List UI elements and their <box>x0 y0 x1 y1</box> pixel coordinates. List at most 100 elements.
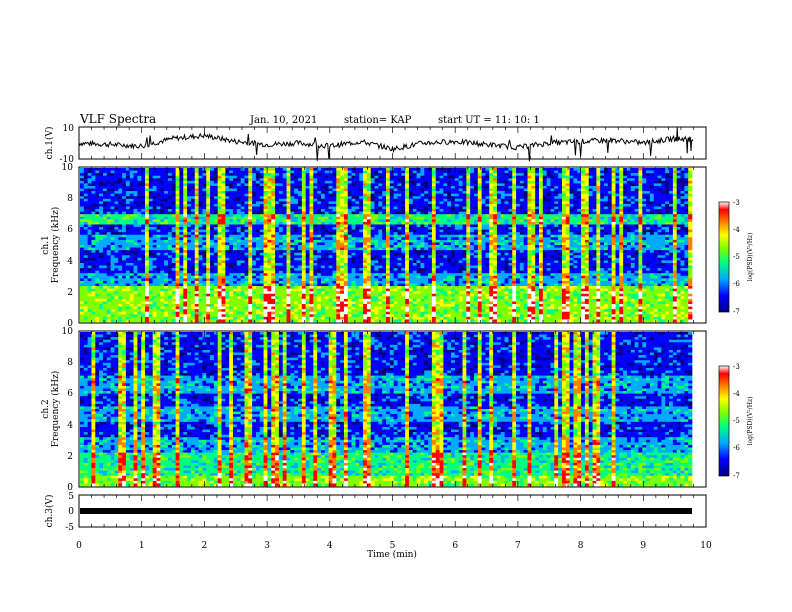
spectrogram-cell <box>172 176 176 179</box>
spectrogram-cell <box>275 168 279 171</box>
spectrogram-cell <box>673 217 677 220</box>
spectrogram-cell <box>497 194 501 197</box>
spectrogram-cell <box>646 189 650 192</box>
spectrogram-cell <box>612 214 616 217</box>
spectrogram-cell <box>325 235 329 238</box>
spectrogram-cell <box>463 168 467 171</box>
spectrogram-cell <box>107 201 111 204</box>
spectrogram-cell <box>172 189 176 192</box>
spectrogram-cell <box>264 217 268 220</box>
spectrogram-cell <box>134 194 138 197</box>
spectrogram-cell <box>493 224 497 227</box>
spectrogram-cell <box>332 194 336 197</box>
spectrogram-cell <box>550 196 554 199</box>
spectrogram-cell <box>111 207 115 210</box>
spectrogram-cell <box>306 168 310 171</box>
spectrogram-cell <box>149 204 153 207</box>
spectrogram-cell <box>114 207 118 210</box>
spectrogram-cell <box>103 212 107 215</box>
spectrogram-cell <box>179 245 183 248</box>
spectrogram-cell <box>352 191 356 194</box>
spectrogram-cell <box>114 173 118 176</box>
spectrogram-cell <box>134 168 138 171</box>
spectrogram-cell <box>405 242 409 245</box>
spectrogram-cell <box>451 204 455 207</box>
spectrogram-cell <box>577 186 581 189</box>
spectrogram-cell <box>593 212 597 215</box>
spectrogram-cell <box>118 224 122 227</box>
spectrogram-cell <box>99 168 103 171</box>
spectrogram-cell <box>474 240 478 243</box>
spectrogram-cell <box>176 176 180 179</box>
spectrogram-cell <box>390 196 394 199</box>
spectrogram-cell <box>516 173 520 176</box>
spectrogram-cell <box>252 176 256 179</box>
spectrogram-cell <box>310 201 314 204</box>
spectrogram-cell <box>145 173 149 176</box>
spectrogram-cell <box>256 168 260 171</box>
spectrogram-cell <box>665 191 669 194</box>
spectrogram-cell <box>447 191 451 194</box>
spectrogram-cell <box>520 173 524 176</box>
spectrogram-cell <box>397 199 401 202</box>
spectrogram-cell <box>478 235 482 238</box>
spectrogram-cell <box>118 196 122 199</box>
spectrogram-cell <box>424 178 428 181</box>
spectrogram-cell <box>688 194 692 197</box>
spectrogram-cell <box>168 181 172 184</box>
spectrogram-cell <box>149 235 153 238</box>
spectrogram-cell <box>646 227 650 230</box>
spectrogram-cell <box>420 209 424 212</box>
spectrogram-cell <box>577 245 581 248</box>
spectrogram-cell <box>585 189 589 192</box>
spectrogram-cell <box>210 173 214 176</box>
spectrogram-cell <box>111 178 115 181</box>
spectrogram-cell <box>248 207 252 210</box>
spectrogram-cell <box>310 207 314 210</box>
spectrogram-cell <box>638 209 642 212</box>
spectrogram-cell <box>355 168 359 171</box>
spectrogram-cell <box>122 214 126 217</box>
spectrogram-cell <box>382 196 386 199</box>
spectrogram-cell <box>233 230 237 233</box>
spectrogram-cell <box>241 230 245 233</box>
spectrogram-cell <box>520 235 524 238</box>
spectrogram-cell <box>321 207 325 210</box>
spectrogram-cell <box>84 207 88 210</box>
spectrogram-cell <box>585 204 589 207</box>
spectrogram-cell <box>160 214 164 217</box>
spectrogram-cell <box>501 194 505 197</box>
spectrogram-cell <box>264 186 268 189</box>
spectrogram-cell <box>512 224 516 227</box>
spectrogram-cell <box>237 171 241 174</box>
spectrogram-cell <box>681 232 685 235</box>
spectrogram-cell <box>271 232 275 235</box>
spectrogram-cell <box>447 240 451 243</box>
spectrogram-cell <box>279 183 283 186</box>
spectrogram-cell <box>440 171 444 174</box>
spectrogram-cell <box>390 207 394 210</box>
spectrogram-cell <box>593 209 597 212</box>
spectrogram-cell <box>463 242 467 245</box>
spectrogram-cell <box>409 219 413 222</box>
spectrogram-cell <box>451 194 455 197</box>
spectrogram-cell <box>310 222 314 225</box>
spectrogram-cell <box>191 224 195 227</box>
spectrogram-cell <box>95 224 99 227</box>
spectrogram-cell <box>616 178 620 181</box>
spectrogram-cell <box>279 230 283 233</box>
spectrogram-cell <box>531 242 535 245</box>
spectrogram-cell <box>149 237 153 240</box>
spectrogram-cell <box>424 168 428 171</box>
spectrogram-cell <box>417 183 421 186</box>
spectrogram-cell <box>474 237 478 240</box>
spectrogram-cell <box>137 171 141 174</box>
spectrogram-cell <box>332 245 336 248</box>
spectrogram-cell <box>302 171 306 174</box>
spectrogram-cell <box>359 186 363 189</box>
spectrogram-cell <box>149 183 153 186</box>
spectrogram-cell <box>631 224 635 227</box>
spectrogram-cell <box>225 212 229 215</box>
spectrogram-cell <box>570 245 574 248</box>
spectrogram-cell <box>432 214 436 217</box>
